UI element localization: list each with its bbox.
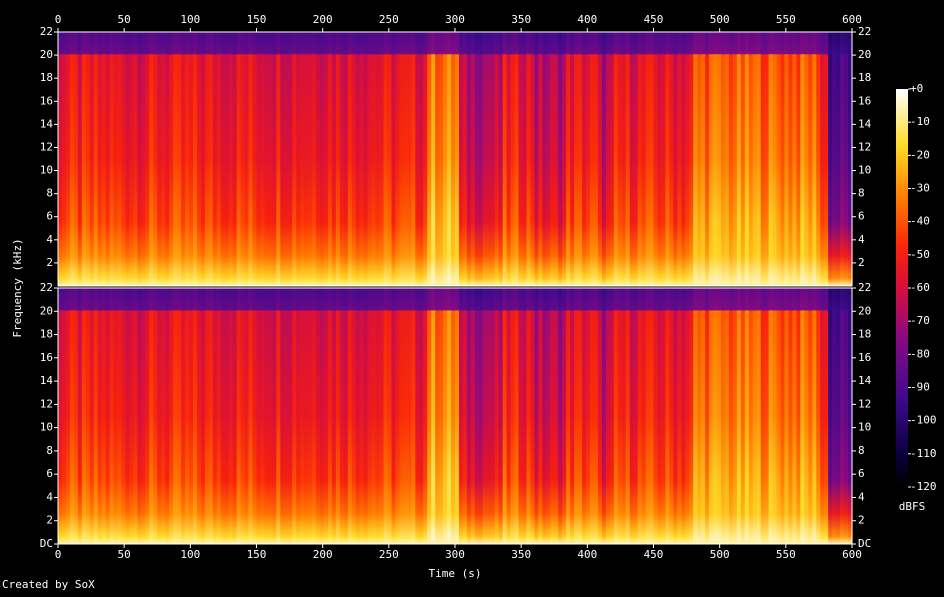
x-tick-label: 200 [313,548,333,561]
y-tick-label: 10 [858,421,871,434]
spectrogram [58,32,853,286]
y-tick-label: 20 [858,304,871,317]
y-tick-label: 14 [858,374,872,387]
y-tick-label: 4 [858,490,865,503]
x-tick-label: 600 [842,13,862,26]
y-tick-label: 22 [858,281,871,294]
y-tick-label: 4 [858,233,865,246]
y-tick-label: 18 [40,71,53,84]
y-tick-label: 2 [858,514,865,527]
y-tick-label: 12 [40,140,53,153]
colorbar-tick-label: -30 [910,182,930,195]
y-tick-label: 14 [858,117,872,130]
y-tick-label: 8 [46,187,53,200]
y-tick-label: 22 [40,281,53,294]
x-tick-label: 300 [445,548,465,561]
colorbar-tick-label: -90 [910,381,930,394]
x-tick-label: 150 [247,13,267,26]
y-tick-label: 14 [40,117,54,130]
x-tick-label: 100 [180,548,200,561]
y-tick-label: 4 [46,233,53,246]
y-tick-label: 22 [858,25,871,38]
y-tick-label: 16 [40,94,53,107]
x-tick-label: 550 [776,548,796,561]
x-tick-label: 350 [511,548,531,561]
y-tick-label: 4 [46,490,53,503]
x-tick-label: 400 [577,13,597,26]
y-tick-label: 8 [46,444,53,457]
footer: Created by SoX [2,578,95,591]
y-tick-label: 12 [40,397,53,410]
colorbar [896,89,908,487]
colorbar-tick-label: +0 [910,82,923,95]
y-tick-label: 22 [40,25,53,38]
y-tick-label: 6 [858,467,865,480]
y-tick-label: 20 [858,48,871,61]
x-tick-label: 450 [644,13,664,26]
y-tick-label: 14 [40,374,54,387]
x-tick-label: 500 [710,13,730,26]
y-axis-label: Frequency (kHz) [11,238,24,337]
y-tick-label: 20 [40,304,53,317]
y-tick-label: 12 [858,140,871,153]
y-tick-label: 10 [40,164,53,177]
colorbar-tick-label: -40 [910,215,930,228]
y-tick-label: 18 [858,328,871,341]
x-tick-label: 100 [180,13,200,26]
x-axis-label: Time (s) [429,567,482,580]
x-tick-label: 250 [379,548,399,561]
colorbar-tick-label: -60 [910,281,930,294]
colorbar-tick-label: -50 [910,248,930,261]
y-tick-label: 18 [858,71,871,84]
y-tick-label: DC [858,537,871,550]
x-tick-label: 450 [644,548,664,561]
y-tick-label: 10 [40,421,53,434]
y-tick-label: 20 [40,48,53,61]
colorbar-tick-label: -70 [910,314,930,327]
x-tick-label: 400 [577,548,597,561]
x-tick-label: 150 [247,548,267,561]
y-tick-label: 16 [40,351,53,364]
x-tick-label: 50 [118,13,131,26]
y-tick-label: 16 [858,94,871,107]
y-tick-label: 8 [858,187,865,200]
colorbar-tick-label: -20 [910,148,930,161]
colorbar-tick-label: -110 [910,447,937,460]
y-tick-label: 2 [46,256,53,269]
y-tick-label: 2 [46,514,53,527]
colorbar-tick-label: -10 [910,115,930,128]
y-tick-label: 12 [858,397,871,410]
x-tick-label: 200 [313,13,333,26]
y-tick-label: 2 [858,256,865,269]
x-tick-label: 50 [118,548,131,561]
x-tick-label: 0 [55,13,62,26]
x-tick-label: 550 [776,13,796,26]
colorbar-label: dBFS [899,500,926,513]
x-tick-label: 500 [710,548,730,561]
y-tick-label: 16 [858,351,871,364]
colorbar-tick-label: -120 [910,480,937,493]
y-tick-label: DC [40,537,53,550]
y-tick-label: 6 [46,467,53,480]
y-tick-label: 10 [858,164,871,177]
x-tick-label: 300 [445,13,465,26]
colorbar-tick-label: -80 [910,347,930,360]
y-tick-label: 6 [858,210,865,223]
y-tick-label: 8 [858,444,865,457]
y-tick-label: 18 [40,328,53,341]
x-tick-label: 250 [379,13,399,26]
colorbar-tick-label: -100 [910,414,937,427]
spectrogram [58,288,853,544]
x-tick-label: 0 [55,548,62,561]
y-tick-label: 6 [46,210,53,223]
x-tick-label: 350 [511,13,531,26]
x-tick-label: 600 [842,548,862,561]
